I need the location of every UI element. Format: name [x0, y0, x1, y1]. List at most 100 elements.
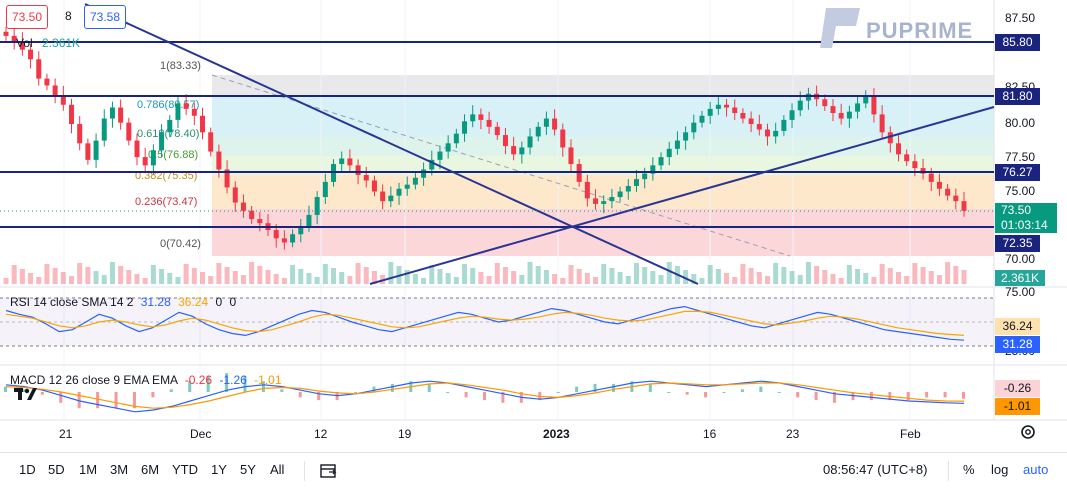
volume-bar: [437, 269, 443, 284]
volume-bar: [404, 270, 410, 284]
candle-body: [633, 179, 639, 187]
volume-bar: [28, 273, 34, 284]
volume-bar: [846, 265, 852, 284]
volume-bar: [306, 273, 312, 284]
volume-tag: 2.361K: [995, 270, 1045, 286]
y-axis[interactable]: 87.50 82.50 80.00 77.50 75.00 72.50 70.0…: [1005, 11, 1035, 358]
volume-bar: [298, 269, 304, 284]
macd-hist-tag: -0.26: [995, 380, 1040, 397]
timeframe-6m[interactable]: 6M: [141, 462, 160, 477]
candle-body: [134, 140, 140, 158]
volume-bar: [863, 273, 869, 284]
candle-body: [396, 188, 402, 196]
trendline-up[interactable]: [369, 106, 995, 285]
candle-body: [167, 119, 173, 133]
volume-bar: [920, 267, 926, 284]
timeframe-1y[interactable]: 1Y: [211, 462, 227, 477]
volume-bar: [625, 276, 631, 284]
candle-body: [683, 132, 689, 141]
price-tag-81-80: 81.80: [995, 88, 1040, 105]
rsi-legend-value: 31.28: [140, 295, 171, 309]
candle-body: [240, 202, 246, 211]
candle-body: [445, 143, 451, 152]
macd-hist-bar: [777, 392, 781, 393]
candle-body: [208, 132, 214, 152]
timeframe-ytd[interactable]: YTD: [172, 462, 198, 477]
macd-hist-bar: [280, 389, 284, 392]
macd-hist-bar: [740, 389, 744, 392]
volume-bar: [453, 277, 459, 284]
candle-countdown: 01:03:14: [1001, 218, 1048, 232]
percent-toggle[interactable]: %: [963, 462, 975, 477]
volume-bar: [707, 265, 713, 284]
candle-body: [904, 154, 910, 162]
volume-bar: [494, 263, 500, 284]
macd-legend[interactable]: MACD 12 26 close 9 EMA EMA -0.26 -1.26 -…: [10, 373, 282, 387]
candle-body: [961, 201, 967, 211]
volume-bar: [191, 268, 197, 284]
volume-bar: [797, 275, 803, 284]
candle-body: [380, 191, 386, 202]
bid-price-box[interactable]: 73.50: [6, 5, 49, 29]
volume-bar: [142, 278, 148, 284]
timeframe-5y[interactable]: 5Y: [240, 462, 256, 477]
macd-hist-bar: [427, 383, 431, 392]
candle-body: [953, 195, 959, 202]
timeframe-all[interactable]: All: [270, 462, 285, 477]
timeframe-1m[interactable]: 1M: [79, 462, 98, 477]
candle-body: [298, 225, 304, 235]
volume-bar: [953, 266, 959, 284]
ask-price-box[interactable]: 73.58: [84, 5, 127, 29]
candle-body: [175, 103, 181, 120]
macd-hist-bar: [759, 386, 763, 392]
volume-bar: [879, 264, 885, 284]
settings-gear-icon[interactable]: [1021, 425, 1035, 439]
fib-zones: [212, 75, 994, 256]
macd-value: -1.26: [219, 373, 247, 387]
log-toggle[interactable]: log: [991, 462, 1009, 477]
candle-body: [748, 118, 754, 125]
volume-bar: [560, 278, 566, 284]
auto-toggle[interactable]: auto: [1023, 462, 1049, 477]
y-tick: 70.00: [1005, 252, 1035, 266]
volume-bar: [593, 277, 599, 284]
macd-hist-bar: [685, 392, 689, 395]
date-range-icon[interactable]: [320, 463, 338, 479]
timeframe-1d[interactable]: 1D: [19, 462, 36, 477]
volume-bar: [339, 272, 345, 284]
macd-histogram: [4, 373, 965, 409]
signal-line: [5, 382, 965, 409]
timeframe-3m[interactable]: 3M: [110, 462, 129, 477]
macd-hist-bar: [169, 389, 173, 392]
candle-body: [3, 31, 9, 36]
x-axis[interactable]: 21 Dec 12 19 2023 16 23 Feb: [59, 427, 921, 441]
volume-bar: [724, 273, 730, 284]
volume-bar: [232, 271, 238, 284]
rsi-y-tick: 75.00: [1005, 285, 1035, 299]
candle-body: [462, 121, 468, 134]
volume-bar: [175, 277, 181, 284]
volume-bar: [576, 269, 582, 284]
volume-bar: [781, 267, 787, 284]
trendline-down[interactable]: [84, 3, 699, 285]
volume-legend-label: Vol: [16, 36, 33, 50]
candle-body: [470, 114, 476, 122]
macd-hist-bar: [906, 392, 910, 401]
rsi-legend[interactable]: RSI 14 close SMA 14 2 31.28 36.24 0 0: [10, 295, 236, 309]
candle-body: [830, 106, 836, 114]
volume-bar: [109, 262, 115, 284]
candle-body: [691, 122, 697, 133]
candle-body: [150, 150, 156, 166]
chart-canvas[interactable]: 1(83.33) 0.786(80.57) 0.618(78.40) 0.5(7…: [0, 0, 1067, 452]
macd-hist-bar: [704, 392, 708, 398]
candle-body: [846, 111, 852, 119]
clock[interactable]: 08:56:47 (UTC+8): [823, 462, 928, 477]
candle-body: [494, 126, 500, 136]
candle-body: [674, 140, 680, 149]
fib-label-0236: 0.236(73.47): [135, 196, 197, 208]
rsi-line: [5, 305, 965, 341]
volume-bar: [216, 263, 222, 284]
macd-hist-bar: [188, 381, 192, 392]
candle-body: [28, 49, 34, 60]
timeframe-5d[interactable]: 5D: [48, 462, 65, 477]
